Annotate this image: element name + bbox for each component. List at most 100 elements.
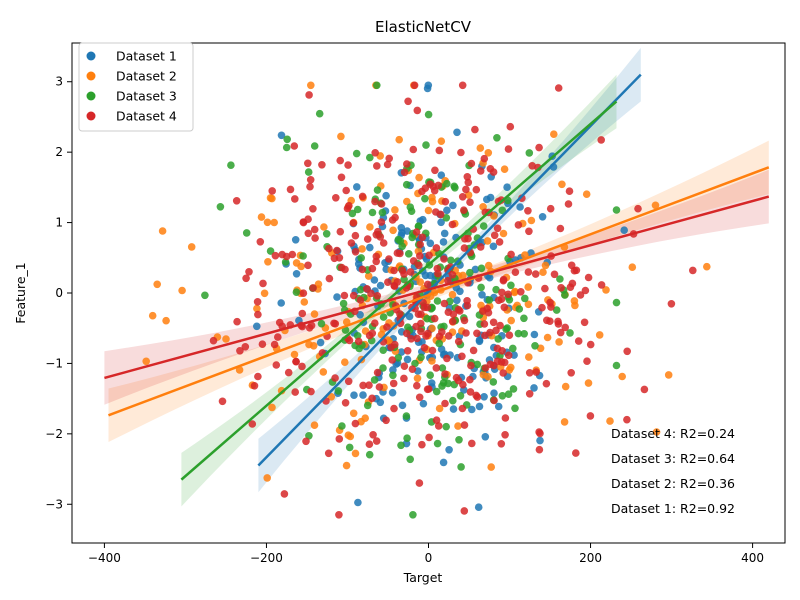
data-point xyxy=(463,301,472,310)
data-point xyxy=(400,362,409,371)
data-point xyxy=(257,213,266,221)
data-point xyxy=(250,382,259,390)
data-point xyxy=(218,397,227,406)
data-point xyxy=(458,352,466,361)
data-point xyxy=(531,342,539,350)
data-point xyxy=(499,369,508,377)
y-axis-ticks: −3 −2 −1 0 1 2 3 xyxy=(45,75,72,511)
data-point xyxy=(664,371,673,379)
data-point xyxy=(424,110,433,119)
x-tick-label: 0 xyxy=(425,551,433,565)
data-point xyxy=(253,304,261,313)
data-point xyxy=(441,370,449,378)
data-point xyxy=(561,382,570,391)
data-point xyxy=(457,463,465,471)
data-point xyxy=(280,490,289,498)
data-point xyxy=(216,203,225,211)
data-point xyxy=(368,394,376,403)
y-tick-label: 0 xyxy=(55,286,63,300)
data-point xyxy=(347,239,356,247)
data-point xyxy=(597,281,606,289)
data-point xyxy=(525,369,534,377)
data-point xyxy=(520,314,528,323)
data-point xyxy=(449,405,458,413)
data-point xyxy=(291,195,299,203)
data-point xyxy=(371,319,379,328)
data-point xyxy=(410,81,419,90)
data-point xyxy=(178,286,186,295)
data-point xyxy=(359,381,367,390)
data-point xyxy=(345,201,353,210)
legend: Dataset 1 Dataset 2 Dataset 3 Dataset 4 xyxy=(78,42,194,132)
data-point xyxy=(371,197,379,206)
data-point xyxy=(397,441,405,450)
y-tick-label: 2 xyxy=(55,145,63,159)
data-point xyxy=(418,187,426,196)
data-point xyxy=(492,285,500,294)
data-point xyxy=(493,224,502,233)
legend-marker xyxy=(86,91,96,101)
data-point xyxy=(443,206,451,215)
data-point xyxy=(490,231,499,240)
data-point xyxy=(483,304,492,313)
data-point xyxy=(466,375,474,384)
data-point xyxy=(464,178,473,187)
data-point xyxy=(480,393,488,401)
data-point xyxy=(373,292,382,300)
data-point xyxy=(479,222,488,230)
data-point xyxy=(307,321,316,330)
data-point xyxy=(379,239,388,247)
data-point xyxy=(300,298,309,306)
data-point xyxy=(353,183,361,191)
data-point xyxy=(388,356,397,364)
data-point xyxy=(458,404,467,413)
data-point xyxy=(142,357,150,366)
data-point xyxy=(415,479,424,487)
data-point xyxy=(567,369,575,377)
data-point xyxy=(275,318,284,327)
data-point xyxy=(566,283,575,292)
data-point xyxy=(373,81,381,90)
data-point xyxy=(524,207,532,215)
data-point xyxy=(292,270,301,278)
data-point xyxy=(420,344,429,352)
data-point xyxy=(556,328,565,337)
data-point xyxy=(498,392,507,400)
data-point xyxy=(277,131,286,140)
data-point xyxy=(430,314,439,323)
data-point xyxy=(530,384,538,392)
data-point xyxy=(309,342,318,350)
data-point xyxy=(477,264,486,273)
data-point xyxy=(272,361,281,369)
data-point xyxy=(403,355,412,364)
data-point xyxy=(547,303,555,311)
data-point xyxy=(378,208,387,217)
data-point xyxy=(498,288,506,297)
data-point xyxy=(432,416,441,425)
data-point xyxy=(390,404,398,413)
data-point xyxy=(458,81,467,90)
regression-line xyxy=(180,100,618,481)
data-point xyxy=(305,91,313,99)
data-point xyxy=(425,251,433,260)
data-point xyxy=(455,436,463,444)
data-point xyxy=(356,285,365,294)
y-axis-label: Feature_1 xyxy=(13,262,28,323)
data-point xyxy=(536,436,544,445)
data-point xyxy=(253,298,262,306)
data-point xyxy=(428,197,437,206)
data-point xyxy=(439,458,448,467)
data-point xyxy=(282,252,291,261)
data-point xyxy=(426,239,435,248)
y-tick-label: 3 xyxy=(55,75,63,89)
data-point xyxy=(485,296,494,304)
data-point xyxy=(369,431,377,439)
data-point xyxy=(274,333,282,341)
data-points xyxy=(142,81,711,519)
data-point xyxy=(315,109,324,118)
data-point xyxy=(486,360,495,369)
data-point xyxy=(468,439,476,448)
data-point xyxy=(486,193,495,202)
data-point xyxy=(395,135,404,144)
data-point xyxy=(384,278,392,287)
